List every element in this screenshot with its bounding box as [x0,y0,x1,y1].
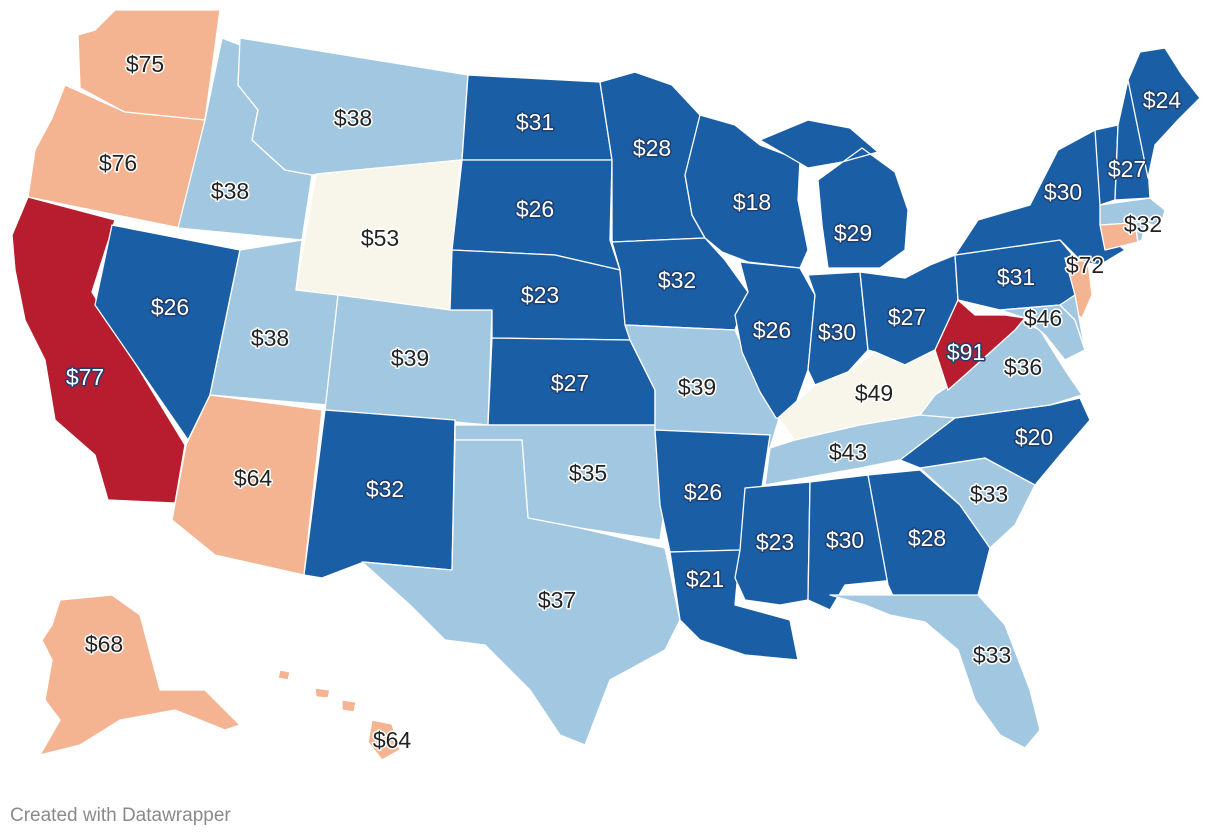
state-label-ga: $28 [908,525,946,551]
state-label-ks: $27 [551,370,589,396]
state-label-ms: $23 [756,529,794,555]
state-ak [39,594,241,756]
state-label-ok: $35 [569,460,607,486]
state-label-sd: $26 [516,196,554,222]
state-label-id: $38 [211,178,249,204]
state-label-tx: $37 [538,587,576,613]
state-label-md: $46 [1024,305,1062,331]
state-label-in: $30 [818,319,856,345]
credit-text[interactable]: Created with Datawrapper [10,805,231,826]
state-label-nd: $31 [516,109,554,135]
state-label-al: $30 [826,527,864,553]
state-label-ma: $32 [1124,211,1162,237]
state-hi [277,669,401,761]
state-labels: $75 $76 $77 $38 $26 $38 $53 $38 $64 $39 $32 $31 $26 $… [64,50,1183,755]
state-label-ca: $77 [66,364,104,390]
state-il [734,261,816,421]
state-label-va: $36 [1004,354,1042,380]
state-label-sc: $33 [970,481,1008,507]
state-label-ut: $38 [251,325,289,351]
state-label-co: $39 [391,345,429,371]
state-label-nv: $26 [151,294,189,320]
state-wv [934,299,1026,391]
state-label-oh: $27 [888,304,926,330]
state-label-or: $76 [99,150,137,176]
state-ca [11,196,186,504]
state-label-mn: $28 [633,135,671,161]
state-label-ky: $49 [855,380,893,406]
state-label-hi: $64 [373,727,412,753]
state-label-nc: $20 [1015,424,1053,450]
state-mi [759,119,909,269]
state-label-az: $64 [234,465,273,491]
state-wa [77,9,221,121]
state-label-tn: $43 [829,439,867,465]
state-label-wa: $75 [126,51,164,77]
state-or [27,84,206,229]
state-label-ak: $68 [85,631,123,657]
state-ga [867,469,991,601]
state-label-mi: $29 [834,220,872,246]
state-label-wi: $18 [733,189,771,215]
state-me [1127,47,1201,179]
us-choropleth-map: $75 $76 $77 $38 $26 $38 $53 $38 $64 $39 $32 $31 $26 $… [11,9,1201,761]
state-label-nj: $72 [1066,252,1104,278]
state-label-il: $26 [753,317,791,343]
state-label-ne: $23 [521,282,559,308]
state-label-ny: $30 [1044,179,1082,205]
state-label-fl: $33 [973,642,1011,668]
state-az [171,394,323,576]
state-shapes [11,9,1201,761]
state-tx [361,439,681,746]
state-label-me: $24 [1143,87,1182,113]
state-label-wv: $91 [947,339,985,365]
state-label-mt: $38 [334,105,372,131]
state-label-ia: $32 [658,267,696,293]
state-de [1059,294,1086,351]
state-label-pa: $31 [997,264,1035,290]
state-label-la: $21 [686,566,724,592]
state-label-mo: $39 [678,374,716,400]
state-label-nm: $32 [366,476,404,502]
state-label-wy: $53 [361,225,399,251]
state-fl [829,594,1041,749]
state-label-nh: $27 [1108,156,1146,182]
state-label-ar: $26 [684,479,722,505]
